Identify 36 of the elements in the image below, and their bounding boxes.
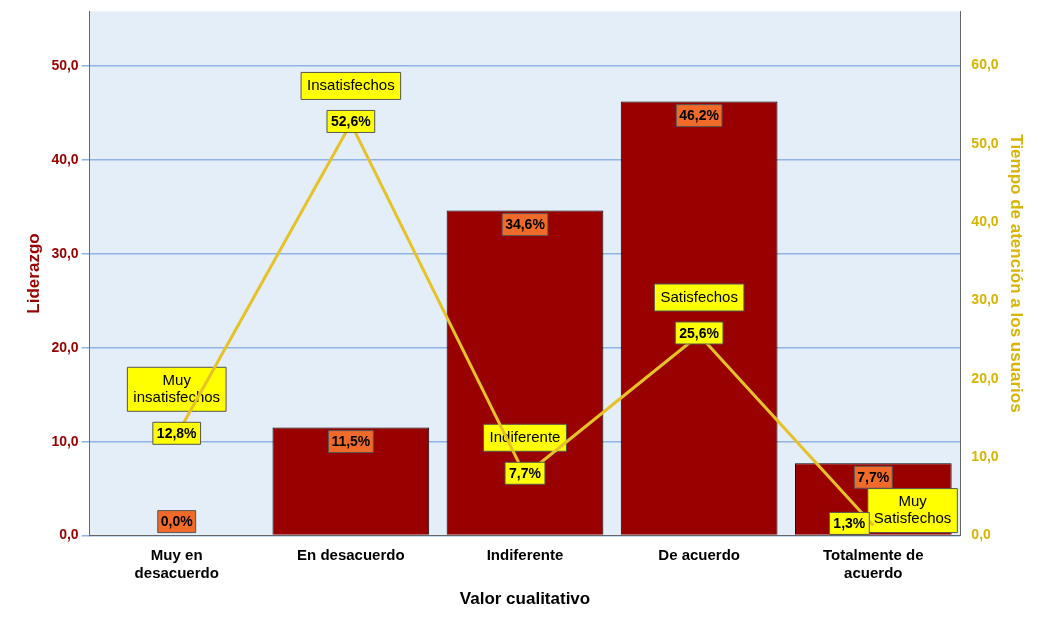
y2-axis-title: Tiempo de atención a los usuarios bbox=[1007, 134, 1027, 413]
annotation: Muy insatisfechos bbox=[133, 370, 221, 405]
y-tick-label: 50,0 bbox=[51, 56, 79, 73]
data-label: 34,6% bbox=[505, 216, 546, 233]
data-label: 0,0% bbox=[160, 513, 194, 530]
x-tick-label: Totalmente de acuerdo bbox=[822, 545, 924, 581]
annotation: Muy Satisfechos bbox=[873, 492, 952, 527]
data-label: 12,8% bbox=[156, 425, 198, 442]
y-tick-label: 40,0 bbox=[51, 150, 79, 167]
y-tick-label: 20,0 bbox=[51, 338, 79, 355]
x-tick-label: De acuerdo bbox=[658, 545, 740, 563]
data-label: 1,3% bbox=[833, 515, 866, 532]
x-axis-title: Valor cualitativo bbox=[459, 589, 591, 609]
x-tick-label: Muy en desacuerdo bbox=[134, 545, 219, 581]
data-label: 46,2% bbox=[679, 107, 720, 124]
y2-tick-label: 40,0 bbox=[971, 213, 999, 230]
y2-tick-label: 50,0 bbox=[971, 134, 999, 151]
y-tick-label: 30,0 bbox=[51, 244, 79, 261]
y2-tick-label: 0,0 bbox=[971, 526, 992, 543]
x-tick-label: Indiferente bbox=[486, 545, 564, 563]
annotation: Satisfechos bbox=[660, 287, 738, 305]
x-tick-label: En desacuerdo bbox=[297, 545, 405, 563]
data-label: 7,7% bbox=[509, 465, 542, 482]
annotation: Indiferente bbox=[489, 427, 561, 445]
y2-tick-label: 20,0 bbox=[971, 369, 999, 386]
y2-tick-label: 60,0 bbox=[971, 56, 999, 73]
data-label: 25,6% bbox=[679, 324, 720, 341]
y2-tick-label: 10,0 bbox=[971, 448, 999, 465]
data-label: 11,5% bbox=[331, 433, 371, 450]
y-tick-label: 10,0 bbox=[51, 432, 79, 449]
y-axis-title: Liderazgo bbox=[23, 233, 43, 314]
data-label: 52,6% bbox=[331, 113, 372, 130]
y-tick-label: 0,0 bbox=[59, 526, 79, 543]
annotation: Insatisfechos bbox=[307, 76, 395, 94]
data-label: 7,7% bbox=[857, 469, 890, 486]
y2-tick-label: 30,0 bbox=[971, 291, 999, 308]
